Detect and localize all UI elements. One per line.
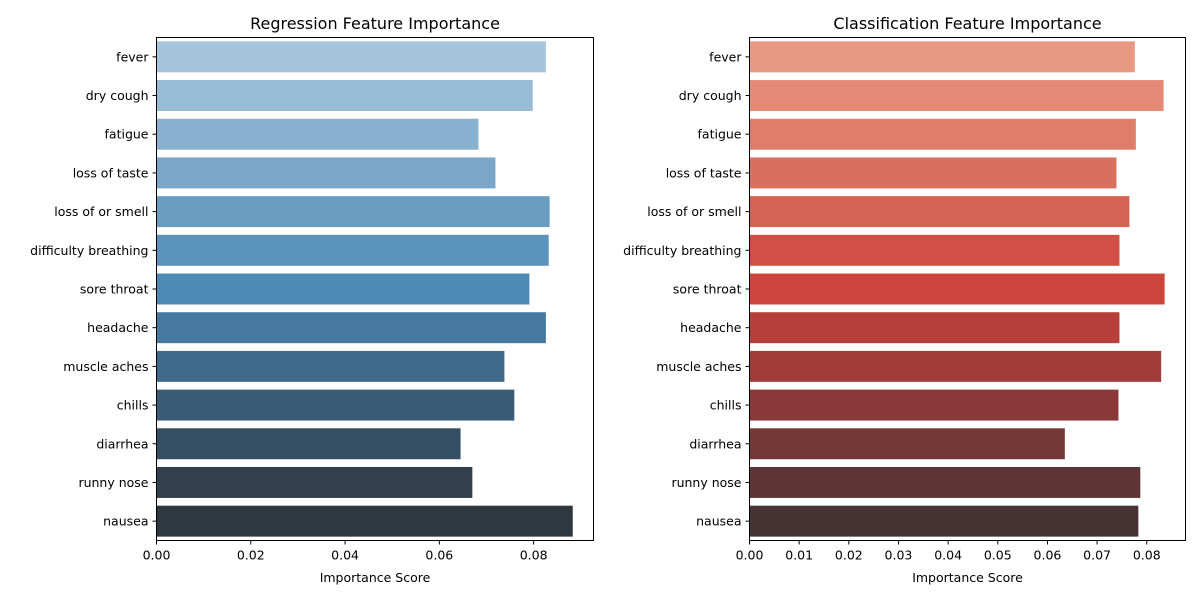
classification-bar-diarrhea (749, 428, 1065, 460)
classification-ytick-label-loss-of-or-smell: loss of or smell (647, 204, 741, 219)
classification-xtick-label: 0.01 (785, 548, 813, 563)
regression-xtick-label: 0.04 (331, 548, 359, 563)
classification-ytick-label-chills: chills (710, 398, 742, 413)
classification-ytick-label-fever: fever (709, 49, 742, 64)
classification-xtick-label: 0.05 (984, 548, 1012, 563)
classification-ytick-label-diarrhea: diarrhea (689, 436, 741, 451)
regression-bar-sore-throat (156, 273, 530, 305)
regression-ytick-label-loss-of-taste: loss of taste (73, 165, 149, 180)
classification-ytick-label-dry-cough: dry cough (679, 88, 742, 103)
regression-bar-dry-cough (156, 80, 533, 112)
regression-chart: fever dry cough fatigue loss of taste loss o… (30, 14, 594, 585)
classification-xtick-label: 0.06 (1034, 548, 1062, 563)
classification-ytick-label-sore-throat: sore throat (673, 282, 742, 297)
classification-ytick-label-difficulty-breathing: difficulty breathing (623, 243, 741, 258)
classification-bar-sore-throat (749, 273, 1165, 305)
classification-bar-headache (749, 312, 1120, 344)
classification-ytick-label-nausea: nausea (696, 514, 741, 529)
regression-ytick-label-loss-of-or-smell: loss of or smell (54, 204, 148, 219)
classification-bar-loss-of-taste (749, 157, 1117, 189)
classification-xtick-label: 0.04 (934, 548, 962, 563)
classification-xtick-label: 0.03 (885, 548, 913, 563)
regression-chart-title: Regression Feature Importance (250, 14, 500, 33)
classification-bar-dry-cough (749, 80, 1164, 112)
classification-bar-muscle-aches (749, 350, 1162, 382)
regression-ytick-label-dry-cough: dry cough (86, 88, 149, 103)
regression-bar-fever (156, 41, 546, 73)
regression-bar-runny-nose (156, 466, 473, 498)
classification-xtick-label: 0.08 (1133, 548, 1161, 563)
regression-ytick-label-sore-throat: sore throat (80, 282, 149, 297)
regression-bar-muscle-aches (156, 350, 505, 382)
regression-bar-difficulty-breathing (156, 234, 549, 266)
regression-ytick-label-diarrhea: diarrhea (96, 436, 148, 451)
regression-bar-diarrhea (156, 428, 461, 460)
regression-ytick-label-fatigue: fatigue (105, 127, 149, 142)
classification-x-axis-label: Importance Score (912, 570, 1023, 585)
classification-bar-difficulty-breathing (749, 234, 1120, 266)
classification-ytick-label-runny-nose: runny nose (671, 475, 741, 490)
regression-ytick-label-chills: chills (117, 398, 149, 413)
regression-bar-headache (156, 312, 546, 344)
classification-bar-fever (749, 41, 1135, 73)
regression-ytick-label-difficulty-breathing: difficulty breathing (30, 243, 148, 258)
regression-x-axis-label: Importance Score (320, 570, 431, 585)
classification-bar-nausea (749, 505, 1139, 537)
regression-ytick-label-runny-nose: runny nose (78, 475, 148, 490)
classification-ytick-label-muscle-aches: muscle aches (656, 359, 741, 374)
classification-ytick-label-loss-of-taste: loss of taste (666, 165, 742, 180)
regression-ytick-label-muscle-aches: muscle aches (63, 359, 148, 374)
classification-xtick-label: 0.07 (1083, 548, 1111, 563)
regression-ytick-label-headache: headache (87, 320, 149, 335)
classification-bar-runny-nose (749, 466, 1141, 498)
regression-ytick-label-nausea: nausea (103, 514, 148, 529)
regression-bar-chills (156, 389, 515, 421)
regression-bar-nausea (156, 505, 573, 537)
regression-xtick-label: 0.08 (520, 548, 548, 563)
regression-xtick-label: 0.00 (143, 548, 171, 563)
classification-bar-loss-of-or-smell (749, 196, 1130, 228)
classification-ytick-label-headache: headache (680, 320, 742, 335)
regression-bar-loss-of-taste (156, 157, 496, 189)
classification-ytick-label-fatigue: fatigue (698, 127, 742, 142)
classification-bar-chills (749, 389, 1119, 421)
regression-xtick-label: 0.06 (425, 548, 453, 563)
classification-xtick-label: 0.02 (835, 548, 863, 563)
regression-xtick-label: 0.02 (237, 548, 265, 563)
regression-bar-loss-of-or-smell (156, 196, 550, 228)
classification-bar-fatigue (749, 118, 1136, 150)
regression-ytick-label-fever: fever (116, 49, 149, 64)
regression-bar-fatigue (156, 118, 479, 150)
classification-xtick-label: 0.00 (736, 548, 764, 563)
classification-chart: fever dry cough fatigue loss of taste loss o… (623, 14, 1186, 585)
classification-chart-title: Classification Feature Importance (833, 14, 1101, 33)
